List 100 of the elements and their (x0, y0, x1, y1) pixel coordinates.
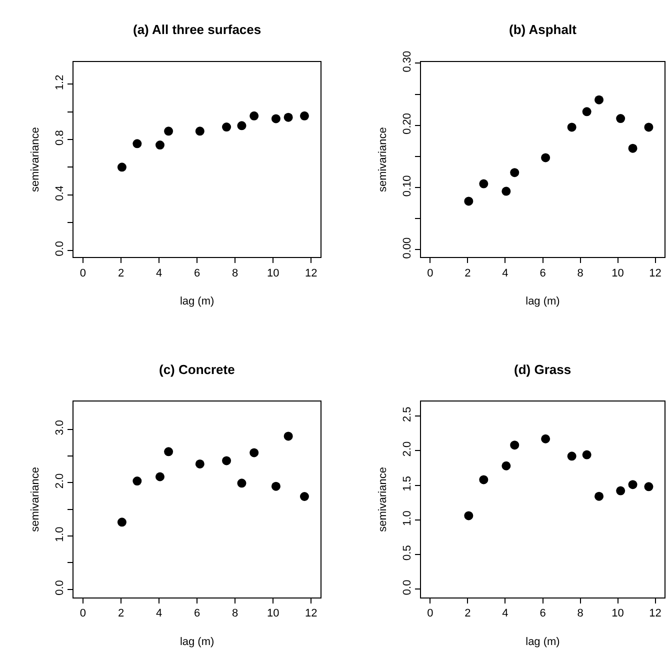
point (502, 186, 511, 196)
y-tick-label: 0.20 (401, 112, 414, 134)
point (164, 126, 174, 136)
x-tick-label: 12 (649, 608, 662, 620)
point (616, 114, 626, 124)
y-tick-label: 1.0 (54, 526, 66, 542)
y-tick-label: 0.4 (54, 186, 66, 201)
x-tick-label: 6 (194, 608, 200, 620)
x-tick-label: 0 (80, 608, 86, 620)
point (628, 144, 638, 153)
x-axis-title: lag (m) (180, 296, 214, 308)
point (117, 162, 126, 172)
point (594, 95, 604, 104)
point (644, 122, 654, 132)
point (479, 475, 488, 484)
chart-title: (d) Grass (514, 362, 572, 377)
point (300, 492, 309, 501)
point (464, 511, 474, 520)
point (222, 456, 232, 466)
y-axis-title: semivariance (377, 467, 390, 532)
point (271, 482, 280, 491)
x-axis-title: lag (m) (526, 636, 560, 648)
x-tick-label: 2 (464, 608, 471, 620)
point (237, 478, 246, 488)
y-tick-label: 1.5 (401, 476, 414, 492)
x-tick-label: 6 (540, 608, 546, 620)
y-axis-title: semivariance (30, 467, 42, 532)
y-tick-label: 1.0 (401, 510, 414, 526)
y-tick-label: 0.0 (54, 240, 66, 256)
y-tick-label: 2.0 (401, 441, 414, 457)
x-tick-label: 2 (464, 267, 471, 280)
x-tick-label: 10 (612, 608, 624, 620)
point (271, 114, 280, 124)
point (567, 452, 576, 461)
point (464, 196, 474, 206)
point (222, 122, 232, 132)
point (195, 459, 204, 468)
x-tick-label: 10 (612, 267, 624, 280)
point (250, 111, 259, 120)
x-tick-label: 4 (502, 267, 508, 280)
point (541, 153, 550, 162)
point (644, 482, 654, 492)
point (132, 476, 142, 486)
x-tick-label: 0 (427, 608, 434, 620)
point (582, 107, 592, 116)
x-tick-label: 6 (194, 267, 200, 280)
x-axis-title: lag (m) (526, 296, 560, 308)
y-tick-label: 3.0 (54, 420, 66, 436)
x-tick-label: 8 (232, 267, 238, 280)
y-tick-label: 0.5 (401, 545, 414, 560)
y-tick-label: 2.0 (54, 473, 66, 489)
point (479, 179, 488, 188)
point (117, 518, 126, 527)
point (195, 126, 204, 136)
x-tick-label: 12 (649, 267, 662, 280)
x-tick-label: 8 (577, 267, 584, 280)
point (510, 440, 520, 450)
point (567, 122, 576, 132)
point (237, 121, 246, 130)
y-tick-label: 0.0 (401, 580, 414, 596)
chart-title: (a) All three surfaces (133, 22, 262, 37)
x-tick-label: 8 (577, 608, 584, 620)
x-tick-label: 10 (266, 267, 280, 280)
point (594, 492, 604, 501)
x-tick-label: 4 (156, 267, 162, 280)
point (132, 139, 142, 148)
point (616, 486, 626, 496)
point (628, 480, 638, 490)
x-tick-label: 0 (427, 267, 434, 280)
x-tick-label: 12 (305, 608, 318, 620)
y-tick-label: 2.5 (401, 406, 414, 422)
y-axis-title: semivariance (30, 127, 42, 192)
x-tick-label: 0 (80, 267, 86, 280)
x-tick-label: 8 (232, 608, 238, 620)
x-tick-label: 10 (266, 608, 280, 620)
y-tick-label: 1.2 (54, 74, 66, 90)
point (582, 450, 592, 460)
point (155, 472, 164, 482)
y-axis-title: semivariance (377, 127, 390, 192)
x-tick-label: 2 (118, 267, 124, 280)
chart-title: (c) Concrete (159, 362, 235, 377)
point (300, 111, 309, 120)
point (510, 168, 520, 178)
x-axis-title: lag (m) (180, 636, 214, 648)
point (284, 432, 293, 441)
y-tick-label: 0.30 (401, 50, 414, 72)
y-tick-label: 0.10 (401, 175, 414, 197)
y-tick-label: 0.8 (54, 130, 66, 146)
point (164, 447, 174, 456)
point (250, 448, 259, 458)
x-tick-label: 6 (540, 267, 546, 280)
y-tick-label: 0.00 (401, 237, 414, 259)
x-tick-label: 4 (156, 608, 162, 620)
point (155, 140, 164, 150)
point (284, 112, 293, 122)
chart-title: (b) Asphalt (509, 22, 578, 37)
x-tick-label: 2 (118, 608, 124, 620)
x-tick-label: 12 (305, 267, 318, 280)
y-tick-label: 0.0 (54, 580, 66, 596)
point (541, 434, 550, 444)
